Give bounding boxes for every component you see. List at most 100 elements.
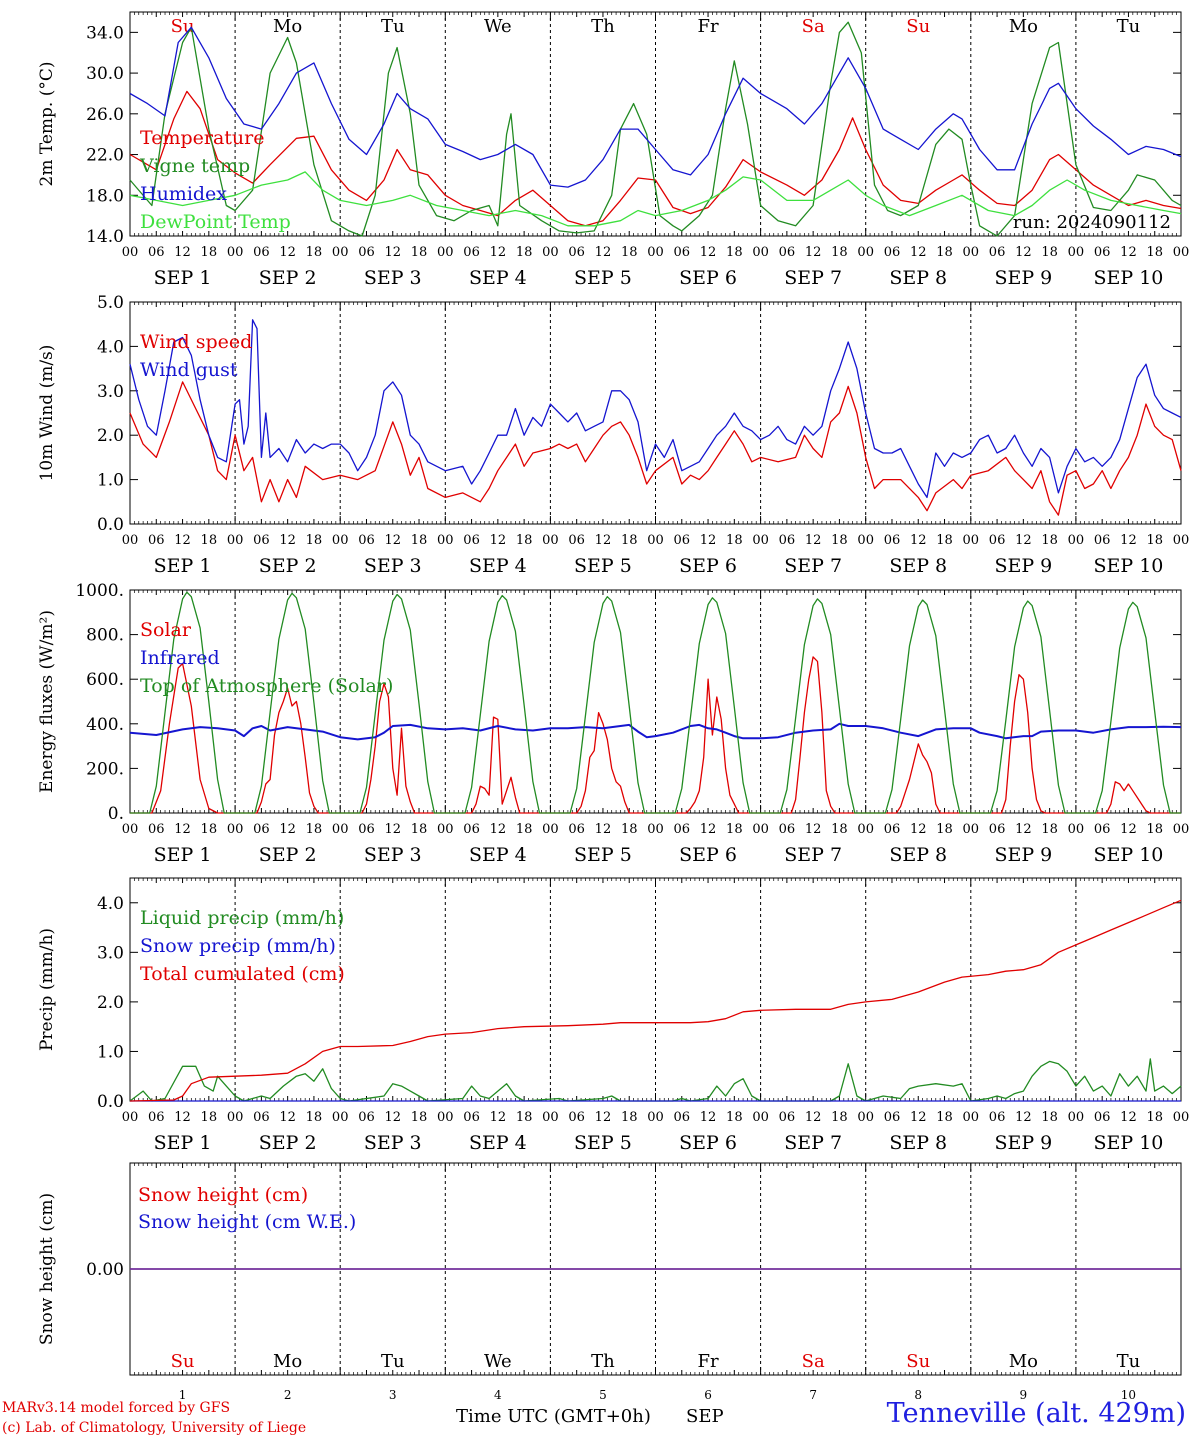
x-hour-label: 18	[201, 245, 218, 260]
series-infrared	[129, 722, 1182, 741]
x-date-label: SEP 10	[1094, 844, 1164, 866]
weekday-label: We	[484, 1351, 512, 1372]
y-tick-label: 600.	[86, 670, 124, 690]
x-hour-label: 00	[752, 1110, 769, 1125]
x-hour-label: 06	[989, 822, 1006, 837]
x-hour-label: 12	[595, 533, 612, 548]
x-hour-label: 12	[1120, 1110, 1137, 1125]
x-hour-label: 12	[279, 245, 296, 260]
x-hour-label: 18	[1146, 245, 1163, 260]
x-date-label: SEP 6	[679, 555, 737, 577]
x-hour-label: 00	[227, 533, 244, 548]
x-hour-label: 00	[437, 245, 454, 260]
y-tick-label: 5.0	[97, 293, 124, 313]
x-hour-label: 00	[332, 822, 349, 837]
x-hour-label: 06	[674, 245, 691, 260]
x-hour-label: 06	[148, 822, 165, 837]
y-tick-label: 26.0	[86, 105, 124, 125]
y-tick-label: 200.	[86, 759, 124, 779]
x-hour-label: 12	[384, 822, 401, 837]
x-date-label: SEP 8	[889, 555, 947, 577]
x-date-label: SEP 5	[574, 1132, 632, 1154]
x-hour-label: 12	[279, 822, 296, 837]
x-hour-label: 00	[542, 822, 559, 837]
x-hour-label: 12	[1015, 245, 1032, 260]
x-hour-label: 12	[595, 1110, 612, 1125]
x-hour-label: 00	[332, 1110, 349, 1125]
x-hour-label: 00	[1068, 1110, 1085, 1125]
y-tick-label: 0.0	[97, 515, 124, 535]
x-hour-label: 00	[647, 245, 664, 260]
x-hour-label: 06	[884, 533, 901, 548]
x-hour-label: 00	[647, 533, 664, 548]
weekday-label: Fr	[698, 1351, 719, 1372]
x-hour-label: 00	[1068, 533, 1085, 548]
x-date-label: SEP 7	[784, 844, 842, 866]
x-hour-label: 06	[148, 1110, 165, 1125]
panel-temperature-frame	[129, 11, 1182, 237]
x-hour-label: 12	[910, 245, 927, 260]
x-hour-label: 18	[726, 533, 743, 548]
x-hour-label: 12	[595, 822, 612, 837]
x-hour-label: 00	[1068, 822, 1085, 837]
x-date-label: SEP 6	[679, 267, 737, 289]
weekday-label: Mo	[1009, 1351, 1038, 1372]
series-total-cumulated-cm	[129, 899, 1182, 1102]
legend-top-of-atmosphere-solar: Top of Atmosphere (Solar)	[140, 675, 393, 697]
y-axis-label: 10m Wind (m/s)	[37, 345, 57, 482]
x-hour-label: 06	[358, 822, 375, 837]
x-hour-label: 00	[1173, 533, 1190, 548]
x-hour-label: 00	[227, 822, 244, 837]
x-hour-label: 06	[884, 245, 901, 260]
x-hour-label: 12	[174, 245, 191, 260]
legend-liquid-precip-mm-h: Liquid precip (mm/h)	[140, 907, 344, 929]
x-hour-label: 06	[463, 533, 480, 548]
x-hour-label: 12	[174, 822, 191, 837]
legend-humidex: Humidex	[140, 183, 227, 205]
x-hour-label: 18	[516, 1110, 533, 1125]
x-date-label: SEP 2	[259, 555, 317, 577]
x-hour-label: 18	[306, 1110, 323, 1125]
weekday-label: Tu	[381, 16, 405, 37]
series-wind-gust	[129, 319, 1182, 499]
x-hour-label: 18	[831, 245, 848, 260]
y-axis-label: Precip (mm/h)	[37, 928, 57, 1051]
series-solar	[130, 656, 1181, 814]
weekday-label: Mo	[1009, 16, 1038, 37]
x-hour-label: 12	[384, 1110, 401, 1125]
series-liquid-precip-mm-h	[129, 1058, 1182, 1102]
weekday-label: Mo	[273, 1351, 302, 1372]
x-hour-label: 18	[621, 822, 638, 837]
y-tick-label: 4.0	[97, 337, 124, 357]
x-date-label: SEP 1	[154, 267, 212, 289]
legend-snow-precip-mm-h: Snow precip (mm/h)	[140, 935, 336, 957]
x-hour-label: 00	[437, 533, 454, 548]
x-date-label: SEP 10	[1094, 267, 1164, 289]
x-hour-label: 18	[516, 822, 533, 837]
x-hour-label: 06	[463, 1110, 480, 1125]
weekday-label: Fr	[698, 16, 719, 37]
weekday-label: Th	[591, 16, 615, 37]
x-date-label: SEP 8	[889, 1132, 947, 1154]
x-date-label: SEP 1	[154, 555, 212, 577]
x-hour-label: 06	[463, 245, 480, 260]
x-hour-label: 18	[726, 245, 743, 260]
x-hour-label: 12	[384, 533, 401, 548]
station-name: Tenneville (alt. 429m)	[886, 1398, 1186, 1429]
x-hour-label: 12	[490, 245, 507, 260]
y-axis-label: Snow height (cm)	[37, 1193, 57, 1345]
x-day-number: 4	[494, 1388, 502, 1402]
x-hour-label: 00	[752, 245, 769, 260]
weekday-label: Su	[171, 1351, 195, 1372]
x-date-label: SEP 4	[469, 267, 527, 289]
x-hour-label: 06	[358, 533, 375, 548]
x-hour-label: 18	[726, 822, 743, 837]
x-hour-label: 00	[1068, 245, 1085, 260]
x-hour-label: 06	[1094, 245, 1111, 260]
y-tick-label: 1.0	[97, 471, 124, 491]
x-hour-label: 12	[1015, 1110, 1032, 1125]
weekday-label: Mo	[273, 16, 302, 37]
x-hour-label: 12	[1015, 533, 1032, 548]
x-hour-label: 06	[253, 533, 270, 548]
x-date-label: SEP 4	[469, 844, 527, 866]
